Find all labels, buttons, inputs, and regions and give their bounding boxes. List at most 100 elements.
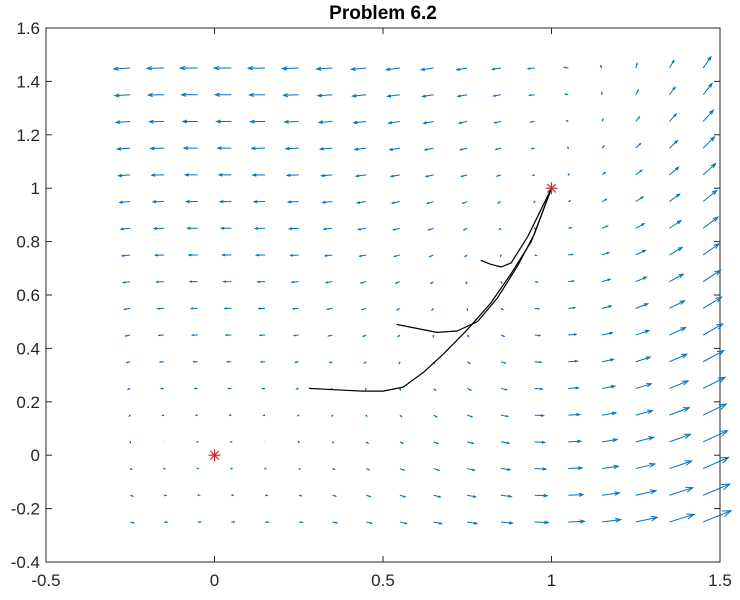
y-tick-label: 0.8 xyxy=(16,233,40,252)
arrow-head xyxy=(564,67,565,68)
arrow-head xyxy=(571,254,572,255)
arrow-head xyxy=(264,468,265,469)
vector-arrow xyxy=(466,282,467,284)
vector-arrow xyxy=(264,468,265,469)
vector-arrow xyxy=(231,468,232,469)
vector-arrow xyxy=(164,522,167,523)
vector-arrow xyxy=(196,415,198,416)
y-tick-label: 1.6 xyxy=(16,19,40,38)
arrow-head xyxy=(162,415,163,416)
arrow-head xyxy=(504,362,505,363)
y-tick-label: 0.6 xyxy=(16,286,40,305)
vector-arrow xyxy=(265,495,267,496)
arrow-head xyxy=(467,309,468,310)
arrow-head xyxy=(165,495,166,496)
arrow-head xyxy=(199,521,200,522)
arrow-head xyxy=(536,281,537,282)
arrow-head xyxy=(159,335,160,336)
vector-arrow xyxy=(467,335,468,337)
x-tick-label: 0.5 xyxy=(371,571,395,590)
vector-arrow xyxy=(164,495,166,496)
arrow-head xyxy=(127,362,128,363)
arrow-head xyxy=(198,495,199,496)
arrow-head xyxy=(332,415,333,416)
arrow-head xyxy=(264,415,265,416)
x-tick-label: -0.5 xyxy=(31,571,60,590)
arrow-head xyxy=(399,362,400,363)
arrow-head xyxy=(533,174,534,175)
vector-arrow xyxy=(297,388,299,389)
arrow-head xyxy=(535,255,536,256)
arrow-head xyxy=(233,521,234,522)
arrow-head xyxy=(295,362,296,363)
vector-arrow xyxy=(230,415,232,416)
x-tick-label: 0 xyxy=(210,571,219,590)
arrow-head xyxy=(298,441,299,442)
arrow-head xyxy=(197,468,198,469)
y-tick-label: -0.2 xyxy=(11,500,40,519)
vector-arrow xyxy=(231,495,233,496)
arrow-head xyxy=(267,522,268,523)
arrow-head xyxy=(330,362,331,363)
vector-arrow xyxy=(227,361,231,362)
arrow-head xyxy=(500,255,501,256)
arrow-head xyxy=(601,92,602,93)
vector-arrow xyxy=(399,362,400,364)
arrow-head xyxy=(230,415,231,416)
arrow-head xyxy=(227,361,228,362)
y-tick-label: 0 xyxy=(31,446,40,465)
vector-arrow xyxy=(535,255,537,256)
vector-arrow xyxy=(191,308,197,309)
arrow-head xyxy=(228,388,229,389)
vector-arrow xyxy=(264,415,266,416)
arrow-head xyxy=(570,227,571,228)
arrow-head xyxy=(297,388,298,389)
vector-arrow xyxy=(226,335,231,336)
vector-arrow xyxy=(161,388,164,389)
arrow-head xyxy=(266,495,267,496)
vector-arrow xyxy=(568,201,570,202)
arrow-head xyxy=(335,522,336,523)
arrow-head xyxy=(496,149,498,150)
arrow-head xyxy=(161,388,162,389)
equilibrium-marker xyxy=(546,182,558,194)
vector-arrow xyxy=(499,228,501,229)
arrow-head xyxy=(160,361,161,362)
arrow-head xyxy=(471,416,473,417)
vector-arrow xyxy=(194,361,198,362)
arrow-head xyxy=(370,522,372,523)
arrow-head xyxy=(261,361,262,362)
arrow-head xyxy=(334,495,335,496)
arrow-head xyxy=(532,148,533,149)
arrow-head xyxy=(124,308,126,309)
vector-arrow xyxy=(162,415,164,416)
vector-arrow xyxy=(130,441,131,442)
arrow-head xyxy=(197,441,198,442)
y-tick-label: 0.2 xyxy=(16,393,40,412)
vector-arrow xyxy=(262,388,265,389)
vector-arrow xyxy=(228,388,231,389)
vector-arrow xyxy=(231,521,234,522)
vector-arrow xyxy=(198,521,201,522)
arrow-head xyxy=(497,175,498,176)
arrow-head xyxy=(327,309,329,310)
arrow-head xyxy=(194,361,195,362)
vector-arrow xyxy=(298,441,299,442)
vector-arrow xyxy=(130,468,131,469)
arrow-head xyxy=(260,335,261,336)
arrow-head xyxy=(231,441,232,442)
vector-arrow xyxy=(601,92,602,94)
arrow-head xyxy=(196,415,197,416)
arrow-head xyxy=(293,308,295,309)
vector-arrow xyxy=(197,441,198,442)
vector-arrow xyxy=(398,335,400,337)
arrow-head xyxy=(565,94,566,95)
arrow-head xyxy=(192,335,193,336)
vector-arrow xyxy=(197,468,198,469)
vector-arrow xyxy=(500,255,501,256)
vector-arrow xyxy=(198,495,200,496)
arrow-head xyxy=(262,388,263,389)
arrow-head xyxy=(369,496,370,497)
